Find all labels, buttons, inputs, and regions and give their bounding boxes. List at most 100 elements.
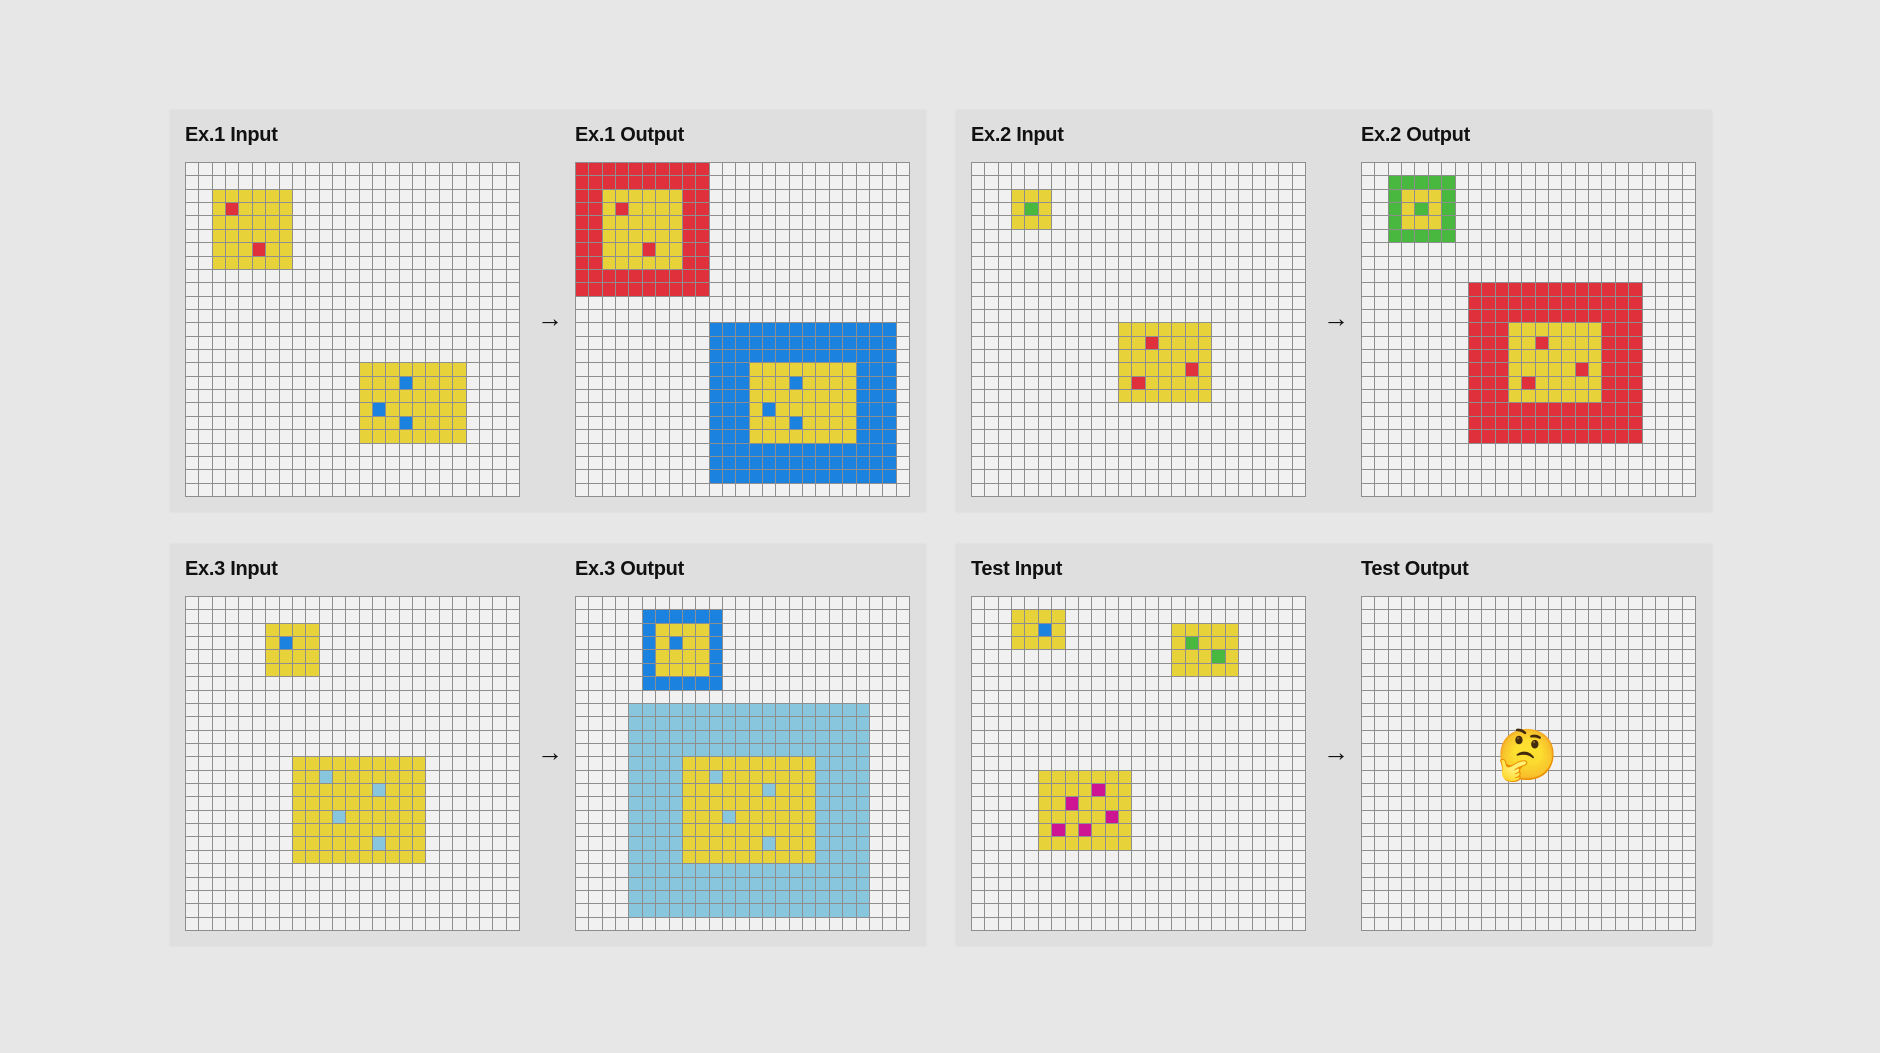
grid-cell[interactable] xyxy=(1442,623,1455,637)
grid-cell[interactable] xyxy=(1535,877,1549,890)
grid-cell[interactable] xyxy=(1655,784,1669,797)
grid-cell[interactable] xyxy=(1402,730,1415,743)
grid-cell[interactable] xyxy=(1535,610,1549,623)
grid-cell[interactable] xyxy=(1562,864,1575,877)
grid-cell[interactable] xyxy=(1682,850,1695,864)
grid-cell[interactable] xyxy=(1388,824,1402,837)
grid-cell[interactable] xyxy=(1402,784,1415,797)
grid-cell[interactable] xyxy=(1575,770,1589,784)
grid-cell[interactable] xyxy=(1655,770,1669,784)
grid-cell[interactable] xyxy=(1482,770,1495,784)
grid-cell[interactable] xyxy=(1615,837,1629,850)
grid-cell[interactable] xyxy=(1602,824,1615,837)
grid-cell[interactable] xyxy=(1362,850,1375,864)
grid-cell[interactable] xyxy=(1388,877,1402,890)
grid-cell[interactable] xyxy=(1669,663,1682,677)
grid-cell[interactable] xyxy=(1589,904,1602,917)
test-output-grid[interactable] xyxy=(1361,596,1696,931)
grid-cell[interactable] xyxy=(1575,703,1589,717)
grid-cell[interactable] xyxy=(1535,743,1549,757)
grid-cell[interactable] xyxy=(1375,810,1388,824)
grid-cell[interactable] xyxy=(1442,677,1455,690)
grid-cell[interactable] xyxy=(1455,597,1468,610)
grid-cell[interactable] xyxy=(1562,810,1575,824)
grid-cell[interactable] xyxy=(1575,904,1589,917)
grid-cell[interactable] xyxy=(1642,784,1655,797)
grid-cell[interactable] xyxy=(1442,837,1455,850)
grid-cell[interactable] xyxy=(1468,850,1482,864)
grid-cell[interactable] xyxy=(1575,784,1589,797)
grid-cell[interactable] xyxy=(1402,703,1415,717)
grid-cell[interactable] xyxy=(1362,717,1375,730)
grid-cell[interactable] xyxy=(1575,824,1589,837)
grid-cell[interactable] xyxy=(1535,810,1549,824)
grid-cell[interactable] xyxy=(1375,824,1388,837)
grid-cell[interactable] xyxy=(1669,743,1682,757)
grid-cell[interactable] xyxy=(1602,623,1615,637)
grid-cell[interactable] xyxy=(1669,837,1682,850)
grid-cell[interactable] xyxy=(1549,904,1562,917)
grid-cell[interactable] xyxy=(1642,677,1655,690)
grid-cell[interactable] xyxy=(1388,637,1402,650)
grid-cell[interactable] xyxy=(1575,837,1589,850)
grid-cell[interactable] xyxy=(1655,597,1669,610)
grid-cell[interactable] xyxy=(1575,743,1589,757)
grid-cell[interactable] xyxy=(1669,784,1682,797)
grid-cell[interactable] xyxy=(1575,650,1589,663)
grid-cell[interactable] xyxy=(1362,784,1375,797)
grid-cell[interactable] xyxy=(1508,663,1522,677)
grid-cell[interactable] xyxy=(1388,677,1402,690)
grid-cell[interactable] xyxy=(1642,797,1655,810)
grid-cell[interactable] xyxy=(1482,757,1495,770)
grid-cell[interactable] xyxy=(1402,770,1415,784)
grid-cell[interactable] xyxy=(1508,610,1522,623)
grid-cell[interactable] xyxy=(1375,597,1388,610)
grid-cell[interactable] xyxy=(1508,730,1522,743)
grid-cell[interactable] xyxy=(1495,904,1508,917)
grid-cell[interactable] xyxy=(1562,824,1575,837)
grid-cell[interactable] xyxy=(1388,864,1402,877)
grid-cell[interactable] xyxy=(1415,717,1428,730)
grid-cell[interactable] xyxy=(1615,717,1629,730)
grid-cell[interactable] xyxy=(1442,597,1455,610)
grid-cell[interactable] xyxy=(1362,703,1375,717)
grid-cell[interactable] xyxy=(1508,757,1522,770)
grid-cell[interactable] xyxy=(1362,797,1375,810)
grid-cell[interactable] xyxy=(1375,717,1388,730)
grid-cell[interactable] xyxy=(1655,663,1669,677)
grid-cell[interactable] xyxy=(1455,890,1468,904)
grid-cell[interactable] xyxy=(1589,637,1602,650)
grid-cell[interactable] xyxy=(1495,703,1508,717)
grid-cell[interactable] xyxy=(1575,890,1589,904)
grid-cell[interactable] xyxy=(1375,743,1388,757)
grid-cell[interactable] xyxy=(1442,784,1455,797)
grid-cell[interactable] xyxy=(1482,837,1495,850)
grid-cell[interactable] xyxy=(1669,810,1682,824)
grid-cell[interactable] xyxy=(1362,864,1375,877)
grid-cell[interactable] xyxy=(1655,877,1669,890)
grid-cell[interactable] xyxy=(1629,904,1642,917)
grid-cell[interactable] xyxy=(1428,677,1442,690)
grid-cell[interactable] xyxy=(1682,810,1695,824)
grid-cell[interactable] xyxy=(1482,610,1495,623)
grid-cell[interactable] xyxy=(1468,677,1482,690)
grid-cell[interactable] xyxy=(1375,784,1388,797)
grid-cell[interactable] xyxy=(1615,810,1629,824)
grid-cell[interactable] xyxy=(1362,770,1375,784)
grid-cell[interactable] xyxy=(1388,717,1402,730)
grid-cell[interactable] xyxy=(1602,690,1615,703)
grid-cell[interactable] xyxy=(1375,610,1388,623)
grid-cell[interactable] xyxy=(1615,730,1629,743)
grid-cell[interactable] xyxy=(1362,904,1375,917)
grid-cell[interactable] xyxy=(1522,784,1535,797)
grid-cell[interactable] xyxy=(1455,904,1468,917)
grid-cell[interactable] xyxy=(1468,743,1482,757)
grid-cell[interactable] xyxy=(1629,730,1642,743)
grid-cell[interactable] xyxy=(1589,650,1602,663)
grid-cell[interactable] xyxy=(1495,890,1508,904)
grid-cell[interactable] xyxy=(1415,690,1428,703)
grid-cell[interactable] xyxy=(1415,637,1428,650)
grid-cell[interactable] xyxy=(1375,890,1388,904)
grid-cell[interactable] xyxy=(1669,623,1682,637)
grid-cell[interactable] xyxy=(1428,743,1442,757)
